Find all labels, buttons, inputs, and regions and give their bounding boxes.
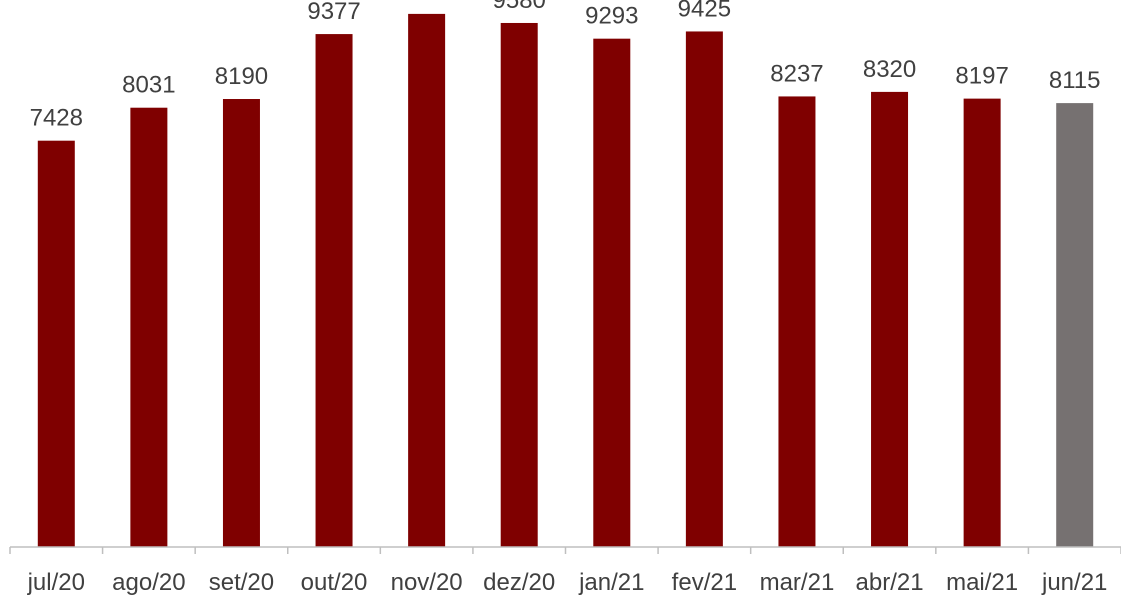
- category-label-fev-21: fev/21: [672, 569, 737, 596]
- value-label-nov-20: 9746: [400, 0, 453, 5]
- value-label-out-20: 9377: [307, 0, 360, 25]
- bar-jun-21: [1056, 103, 1094, 547]
- bar-ago-20: [130, 107, 168, 548]
- bars-layer: [37, 13, 1094, 548]
- bar-nov-20: [408, 13, 446, 548]
- bar-dez-20: [500, 22, 538, 548]
- category-label-mar-21: mar/21: [760, 569, 835, 596]
- value-label-set-20: 8190: [215, 63, 268, 90]
- category-label-mai-21: mai/21: [946, 569, 1018, 596]
- category-label-nov-20: nov/20: [391, 569, 463, 596]
- category-label-jan-21: jan/21: [578, 569, 644, 596]
- category-label-out-20: out/20: [301, 569, 368, 596]
- value-label-dez-20: 9580: [493, 0, 546, 14]
- value-label-ago-20: 8031: [122, 72, 175, 99]
- category-label-jun-21: jun/21: [1041, 569, 1107, 596]
- bar-set-20: [222, 99, 260, 547]
- category-label-dez-20: dez/20: [483, 569, 555, 596]
- value-label-mai-21: 8197: [955, 63, 1008, 90]
- bar-jan-21: [593, 38, 631, 547]
- bar-abr-21: [871, 91, 909, 548]
- x-axis-labels: jul/20 ago/20 set/20 out/20 nov/20 dez/20 jan/…: [27, 569, 1108, 596]
- value-label-jun-21: 8115: [1049, 67, 1101, 94]
- value-label-mar-21: 8237: [770, 60, 823, 87]
- value-labels-layer: 7428 8031 8190 9377 9746 9580 9293 9425 8237 8320…: [30, 0, 1101, 132]
- value-label-jan-21: 9293: [585, 3, 638, 30]
- value-label-abr-21: 8320: [863, 56, 916, 83]
- bar-mar-21: [778, 96, 816, 547]
- value-label-fev-21: 9425: [678, 0, 731, 22]
- category-label-set-20: set/20: [209, 569, 274, 596]
- category-label-ago-20: ago/20: [112, 569, 185, 596]
- category-label-abr-21: abr/21: [856, 569, 924, 596]
- bar-jul-20: [37, 140, 75, 547]
- bar-fev-21: [685, 31, 723, 547]
- bar-out-20: [315, 34, 353, 547]
- value-label-jul-20: 7428: [30, 105, 83, 132]
- category-label-jul-20: jul/20: [27, 569, 85, 596]
- x-axis-ticks: [9, 547, 1121, 554]
- bar-mai-21: [963, 98, 1001, 548]
